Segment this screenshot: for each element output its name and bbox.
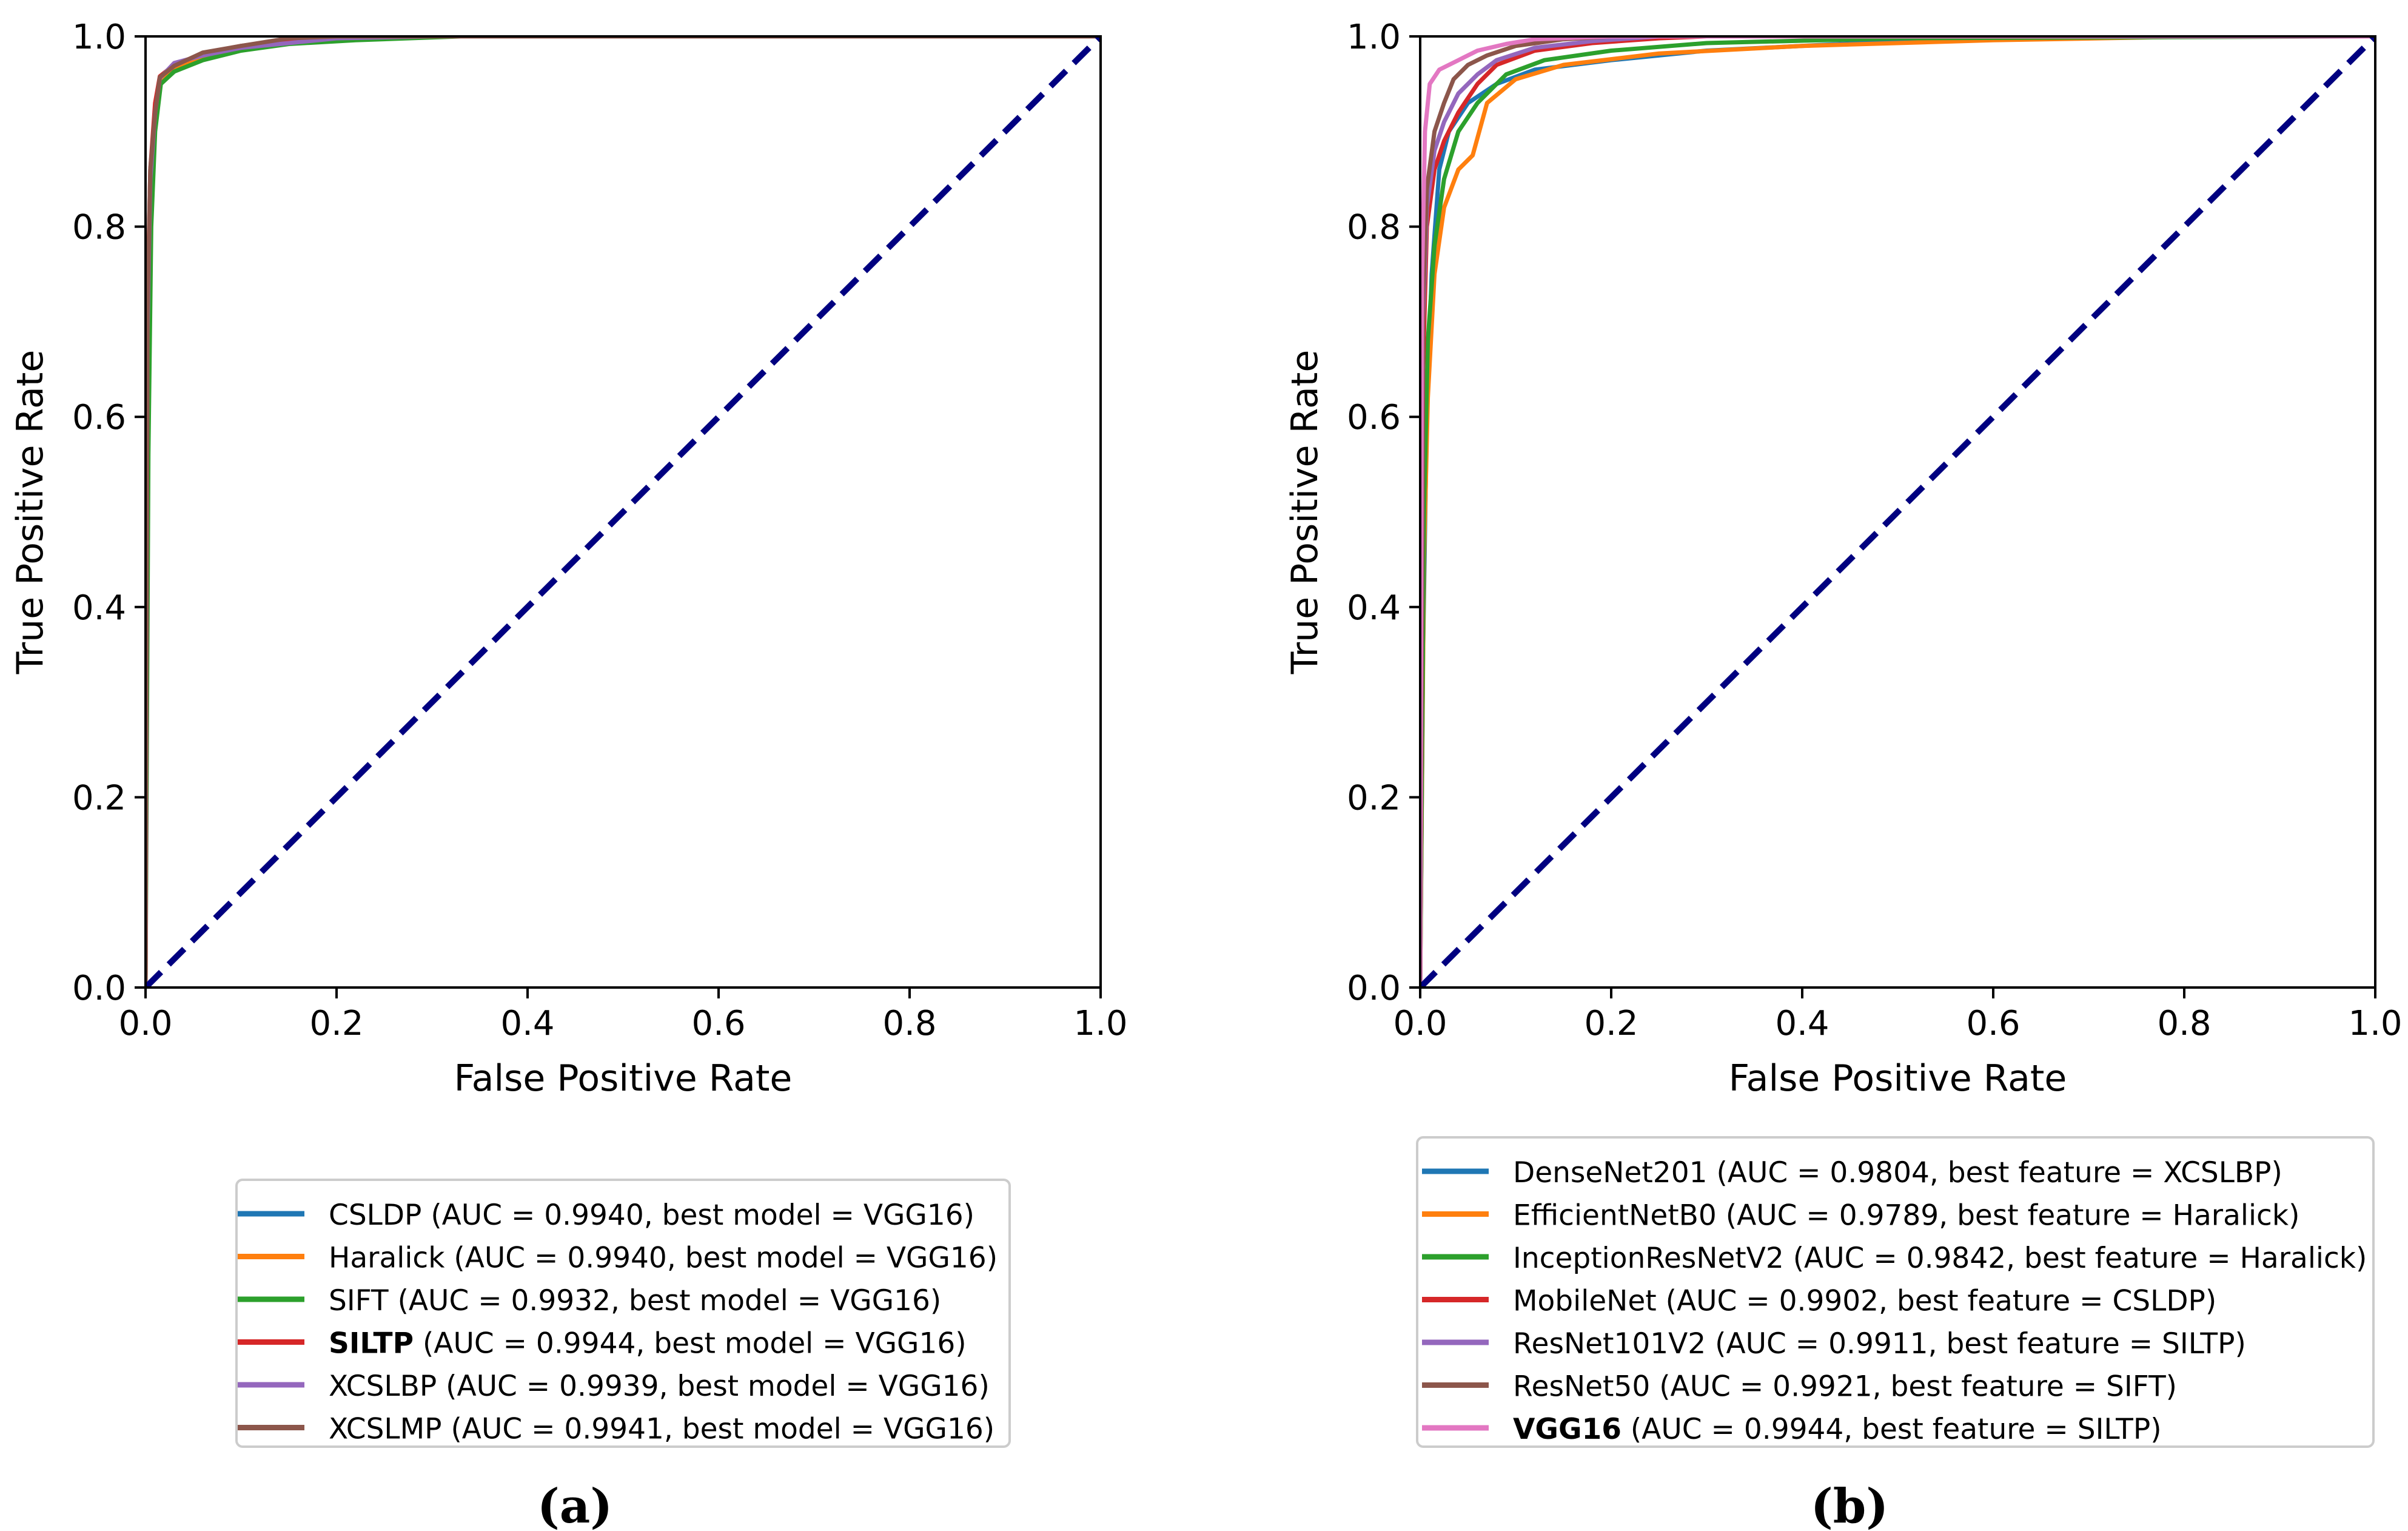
- legend: CSLDP (AUC = 0.9940, best model = VGG16)…: [235, 1179, 1011, 1448]
- chance-diagonal-line: [1420, 36, 2375, 988]
- legend-entry-name: XCSLBP: [329, 1370, 437, 1403]
- legend-entry-detail: (AUC = 0.9804, best feature = XCSLBP): [1708, 1156, 2282, 1189]
- x-tick-label: 0.2: [1584, 1004, 1638, 1043]
- legend-entry-xcslmp: XCSLMP (AUC = 0.9941, best model = VGG16…: [329, 1413, 994, 1446]
- legend-entry-name: ResNet50: [1513, 1370, 1650, 1404]
- plot-frame: [1419, 35, 2376, 989]
- legend-entry-name: Haralick: [329, 1242, 445, 1275]
- legend-entry-detail: (AUC = 0.9939, best model = VGG16): [437, 1370, 990, 1403]
- y-tick-label: 0.0: [1347, 969, 1401, 1008]
- plot-frame: [144, 35, 1102, 989]
- x-tick-label: 0.8: [2157, 1004, 2211, 1043]
- roc-curve-efficientnetb0: [1420, 36, 2375, 988]
- legend-entry-detail: (AUC = 0.9921, best feature = SIFT): [1650, 1370, 2177, 1404]
- legend-entry-xcslbp: XCSLBP (AUC = 0.9939, best model = VGG16…: [329, 1370, 990, 1403]
- x-tick-label: 0.8: [882, 1004, 936, 1043]
- roc-curves: [1420, 36, 2375, 988]
- legend-entry-name: DenseNet201: [1513, 1156, 1708, 1189]
- legend-entry-detail: (AUC = 0.9842, best feature = Haralick): [1784, 1242, 2367, 1275]
- legend-entry-detail: (AUC = 0.9902, best feature = CSLDP): [1657, 1285, 2217, 1318]
- roc-curve-xcslmp: [146, 36, 1101, 988]
- chart-panel-b: 0.0 0.2 0.4 0.6 0.8 1.0 0.0 0.2 0.4 0.6 0.8 1.0 Fals…: [1284, 18, 2403, 1531]
- y-tick-label: 0.8: [1347, 208, 1401, 247]
- legend-entry-efficientnetb0: EfficientNetB0 (AUC = 0.9789, best featu…: [1513, 1199, 2299, 1233]
- legend-entry-csldp: CSLDP (AUC = 0.9940, best model = VGG16): [329, 1199, 974, 1232]
- y-axis-label: True Positive Rate: [9, 350, 52, 675]
- y-tick-label: 0.4: [72, 588, 126, 628]
- x-tick-label: 0.6: [1966, 1004, 2020, 1043]
- legend-box: [235, 1179, 1011, 1448]
- legend-entry-resnet101v2: ResNet101V2 (AUC = 0.9911, best feature …: [1513, 1327, 2246, 1361]
- legend-entry-name: EfficientNetB0: [1513, 1199, 1717, 1233]
- y-tick-label: 0.0: [72, 969, 126, 1008]
- legend-entry-sift: SIFT (AUC = 0.9932, best model = VGG16): [329, 1284, 941, 1317]
- y-tick-label: 0.6: [1347, 398, 1401, 437]
- legend-entry-name: SIFT: [329, 1284, 389, 1317]
- roc-curve-vgg16: [1420, 36, 2375, 988]
- x-tick-label: 1.0: [1073, 1004, 1127, 1043]
- y-tick-label: 0.6: [72, 398, 126, 437]
- legend-entry-vgg16: VGG16 (AUC = 0.9944, best feature = SILT…: [1513, 1413, 2162, 1446]
- x-axis-label: False Positive Rate: [454, 1057, 793, 1100]
- legend-entry-haralick: Haralick (AUC = 0.9940, best model = VGG…: [329, 1242, 998, 1275]
- x-tick-label: 0.0: [1393, 1004, 1447, 1043]
- x-tick-label: 0.6: [691, 1004, 745, 1043]
- legend-entry-resnet50: ResNet50 (AUC = 0.9921, best feature = S…: [1513, 1370, 2177, 1404]
- legend-entry-name: XCSLMP: [329, 1413, 442, 1446]
- y-tick-label: 0.8: [72, 208, 126, 247]
- x-axis-label: False Positive Rate: [1729, 1057, 2067, 1100]
- legend-entry-name: SILTP: [329, 1327, 414, 1361]
- panel-caption: (b): [1811, 1479, 1888, 1531]
- y-tick-label: 0.2: [72, 778, 126, 818]
- legend-entry-mobilenet: MobileNet (AUC = 0.9902, best feature = …: [1513, 1285, 2216, 1318]
- legend-entry-detail: (AUC = 0.9940, best model = VGG16): [444, 1242, 998, 1275]
- y-axis-label: True Positive Rate: [1284, 350, 1326, 675]
- x-tick-label: 0.4: [500, 1004, 554, 1043]
- x-tick-label: 0.0: [118, 1004, 172, 1043]
- y-tick-label: 0.4: [1347, 588, 1401, 628]
- legend-entry-inceptionresnetv2: InceptionResNetV2 (AUC = 0.9842, best fe…: [1513, 1242, 2367, 1275]
- legend-box: [1416, 1136, 2375, 1448]
- legend-entry-detail: (AUC = 0.9940, best model = VGG16): [421, 1199, 974, 1232]
- legend-entry-name: VGG16: [1513, 1413, 1622, 1446]
- legend-entry-detail: (AUC = 0.9944, best feature = SILTP): [1622, 1413, 2162, 1446]
- panel-caption: (a): [537, 1479, 612, 1531]
- legend-entry-siltp: SILTP (AUC = 0.9944, best model = VGG16): [329, 1327, 967, 1361]
- legend-entry-densenet201: DenseNet201 (AUC = 0.9804, best feature …: [1513, 1156, 2282, 1189]
- legend-entry-name: MobileNet: [1513, 1285, 1657, 1318]
- chance-diagonal-line: [146, 36, 1101, 988]
- legend: DenseNet201 (AUC = 0.9804, best feature …: [1416, 1136, 2375, 1448]
- legend-entry-detail: (AUC = 0.9789, best feature = Haralick): [1717, 1199, 2300, 1233]
- legend-entry-detail: (AUC = 0.9944, best model = VGG16): [414, 1327, 967, 1361]
- y-tick-label: 1.0: [1347, 18, 1401, 57]
- legend-entry-name: CSLDP: [329, 1199, 421, 1232]
- legend-entry-name: InceptionResNetV2: [1513, 1242, 1784, 1275]
- legend-entry-detail: (AUC = 0.9932, best model = VGG16): [389, 1284, 942, 1317]
- x-tick-label: 0.4: [1775, 1004, 1829, 1043]
- roc-curves: [146, 36, 1101, 988]
- x-tick-label: 1.0: [2348, 1004, 2402, 1043]
- legend-entry-detail: (AUC = 0.9941, best model = VGG16): [442, 1413, 995, 1446]
- x-tick-label: 0.2: [309, 1004, 363, 1043]
- chart-panel-a: 0.0 0.2 0.4 0.6 0.8 1.0 0.0 0.2 0.4 0.6 0.8 1.0 Fals…: [9, 18, 1128, 1531]
- y-tick-label: 1.0: [72, 18, 126, 57]
- legend-entry-name: ResNet101V2: [1513, 1327, 1706, 1361]
- legend-entry-detail: (AUC = 0.9911, best feature = SILTP): [1706, 1327, 2246, 1361]
- roc-curve-inceptionresnetv2: [1420, 36, 2375, 988]
- y-tick-label: 0.2: [1347, 778, 1401, 818]
